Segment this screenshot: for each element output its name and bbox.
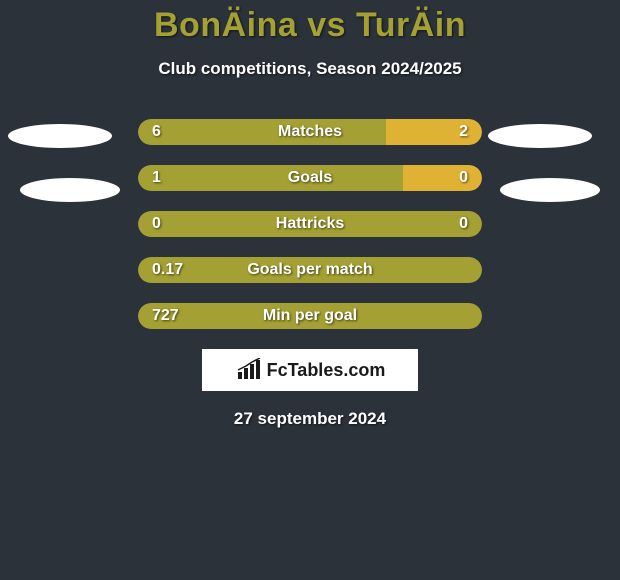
decorative-ellipse [500,178,600,202]
stat-left-value: 1 [152,169,161,187]
stat-label: Goals per match [247,261,372,279]
decorative-ellipse [8,124,112,148]
stat-right-value: 0 [459,215,468,233]
stat-bar: 1 Goals 0 [138,165,482,191]
fctables-logo-badge: FcTables.com [202,349,418,391]
stat-right-value: 2 [459,123,468,141]
stat-bar: 6 Matches 2 [138,119,482,145]
stat-label: Matches [278,123,342,141]
comparison-title: BonÄina vs TurÄin [0,0,620,45]
chart-bars-icon [235,358,263,382]
stat-left-value: 0.17 [152,261,183,279]
fctables-logo-text: FcTables.com [267,360,386,381]
stat-left-value: 6 [152,123,161,141]
stat-bar-left-seg [138,119,386,145]
stat-label: Goals [288,169,332,187]
decorative-ellipse [488,124,592,148]
stat-bar: 0.17 Goals per match [138,257,482,283]
stat-left-value: 0 [152,215,161,233]
stat-bars: 6 Matches 2 1 Goals 0 0 Hattricks 0 0.17… [0,119,620,329]
stat-label: Min per goal [263,307,357,325]
stat-label: Hattricks [276,215,344,233]
decorative-ellipse [20,178,120,202]
stat-bar-left-seg [138,165,403,191]
stat-bar-right-seg [403,165,482,191]
stat-bar: 0 Hattricks 0 [138,211,482,237]
comparison-subtitle: Club competitions, Season 2024/2025 [0,59,620,79]
stat-right-value: 0 [459,169,468,187]
stat-bar: 727 Min per goal [138,303,482,329]
stat-left-value: 727 [152,307,179,325]
stats-comparison-card: BonÄina vs TurÄin Club competitions, Sea… [0,0,620,580]
snapshot-date: 27 september 2024 [0,409,620,429]
